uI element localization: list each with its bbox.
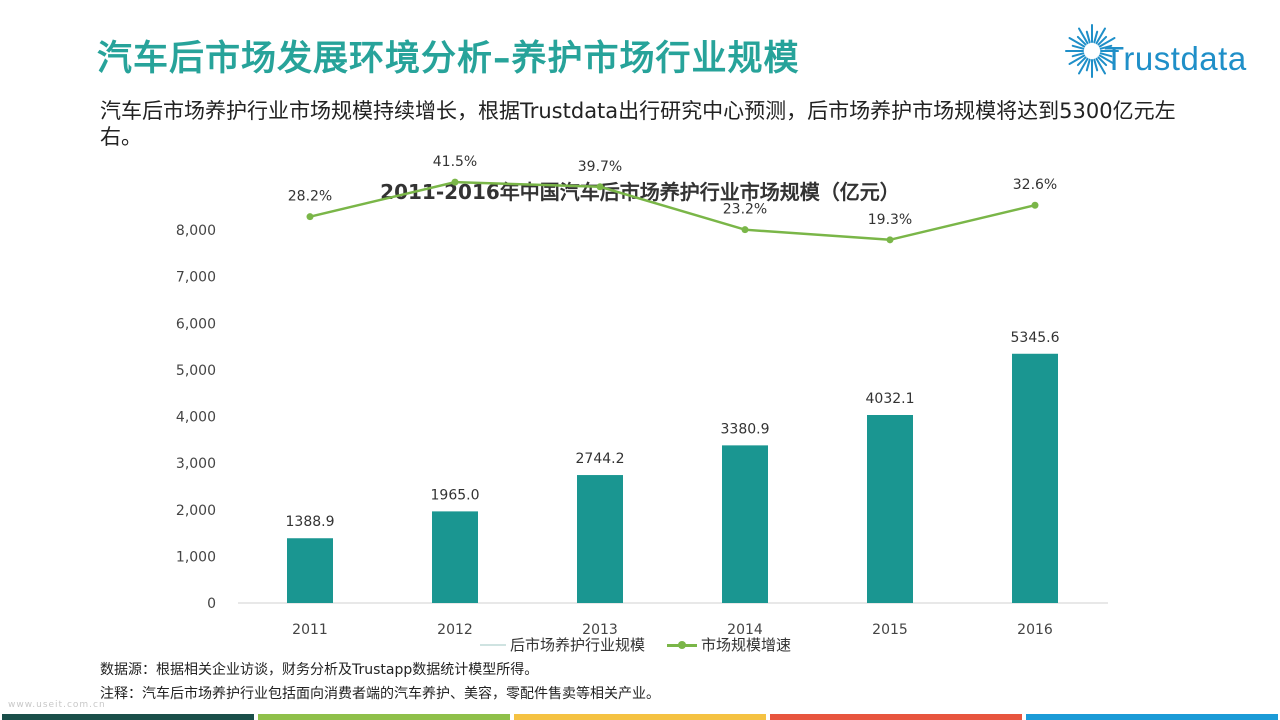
bar (722, 445, 768, 603)
logo-ray (1068, 54, 1086, 65)
growth-point (1031, 201, 1039, 209)
y-tick-label: 2,000 (176, 503, 216, 519)
logo-ray (1085, 30, 1091, 44)
bar (867, 415, 913, 603)
growth-point (306, 213, 314, 221)
logo-ray (1076, 35, 1087, 46)
footer-stripe (2, 714, 254, 720)
chart-title: 2011-2016年中国汽车后市场养护行业市场规模（亿元） (380, 180, 900, 204)
logo-ray (1099, 44, 1113, 50)
y-tick-label: 7,000 (176, 270, 216, 286)
footer-stripe (514, 714, 766, 720)
logo-ray (1095, 57, 1106, 75)
y-tick-label: 3,000 (176, 456, 216, 472)
x-tick-label: 2012 (437, 622, 473, 638)
logo-ray (1098, 54, 1116, 65)
bar-value-label: 1388.9 (286, 514, 335, 530)
page-title: 汽车后市场发展环境分析–养护市场行业规模 (97, 39, 800, 79)
x-tick-label: 2016 (1017, 622, 1053, 638)
watermark: www.useit.com.cn (8, 700, 106, 710)
bar-value-label: 5345.6 (1011, 330, 1060, 346)
footer-stripe (1026, 714, 1278, 720)
trustdata-logo-icon (1065, 24, 1119, 78)
bar (577, 475, 623, 603)
logo-ray (1093, 30, 1099, 44)
page-subtitle: 汽车后市场养护行业市场规模持续增长，根据Trustdata出行研究中心预测，后市… (100, 99, 1176, 149)
logo-ray (1076, 56, 1087, 67)
x-tick-label: 2013 (582, 622, 618, 638)
growth-point (596, 183, 604, 191)
logo-ray (1098, 37, 1116, 48)
legend-item-line: 市场规模增速 (667, 634, 791, 655)
y-tick-label: 0 (207, 596, 216, 612)
logo-ray (1078, 57, 1089, 75)
logo-ray (1071, 52, 1085, 58)
logo-text: Trustdata (1104, 40, 1247, 77)
growth-value-label: 23.2% (723, 202, 767, 218)
x-tick-label: 2015 (872, 622, 908, 638)
logo-ray (1078, 27, 1089, 45)
y-tick-label: 4,000 (176, 410, 216, 426)
bar (287, 538, 333, 603)
logo-ray (1095, 27, 1106, 45)
y-tick-label: 1,000 (176, 549, 216, 565)
bar-value-label: 2744.2 (576, 451, 625, 467)
bar-value-label: 4032.1 (866, 391, 915, 407)
bar (1012, 353, 1058, 603)
footer-stripe (770, 714, 1022, 720)
logo-ray (1097, 35, 1108, 46)
bar-value-label: 1965.0 (431, 487, 480, 503)
logo-ray (1071, 44, 1085, 50)
footer-stripe (258, 714, 510, 720)
data-source-text: 数据源：根据相关企业访谈，财务分析及Trustapp数据统计模型所得。 (100, 662, 539, 678)
growth-point (741, 226, 749, 234)
logo-ray (1085, 58, 1091, 72)
logo-ray (1068, 37, 1086, 48)
x-tick-label: 2014 (727, 622, 763, 638)
y-tick-label: 5,000 (176, 363, 216, 379)
growth-point (451, 178, 459, 186)
bar-value-label: 3380.9 (721, 421, 770, 437)
legend-item-bar: 后市场养护行业规模 (480, 634, 645, 655)
logo-ray (1099, 52, 1113, 58)
x-tick-label: 2011 (292, 622, 328, 638)
growth-value-label: 32.6% (1013, 177, 1057, 193)
chart-legend: 后市场养护行业规模 市场规模增速 (480, 634, 813, 655)
legend-bar-label: 后市场养护行业规模 (510, 636, 646, 654)
y-tick-label: 8,000 (176, 223, 216, 239)
bar (432, 511, 478, 603)
growth-value-label: 19.3% (868, 212, 912, 228)
growth-value-label: 28.2% (288, 189, 332, 205)
legend-line-label: 市场规模增速 (701, 636, 792, 654)
logo-ray (1093, 58, 1099, 72)
footnote-text: 注释：汽车后市场养护行业包括面向消费者端的汽车养护、美容，零配件售卖等相关产业。 (100, 686, 660, 702)
legend-bar-swatch (480, 643, 506, 646)
y-tick-label: 6,000 (176, 316, 216, 332)
growth-value-label: 39.7% (578, 159, 622, 175)
logo-ray (1097, 56, 1108, 67)
growth-line (309, 180, 1036, 242)
legend-line-swatch (667, 639, 698, 651)
growth-value-label: 41.5% (433, 154, 477, 170)
growth-point (886, 236, 894, 244)
